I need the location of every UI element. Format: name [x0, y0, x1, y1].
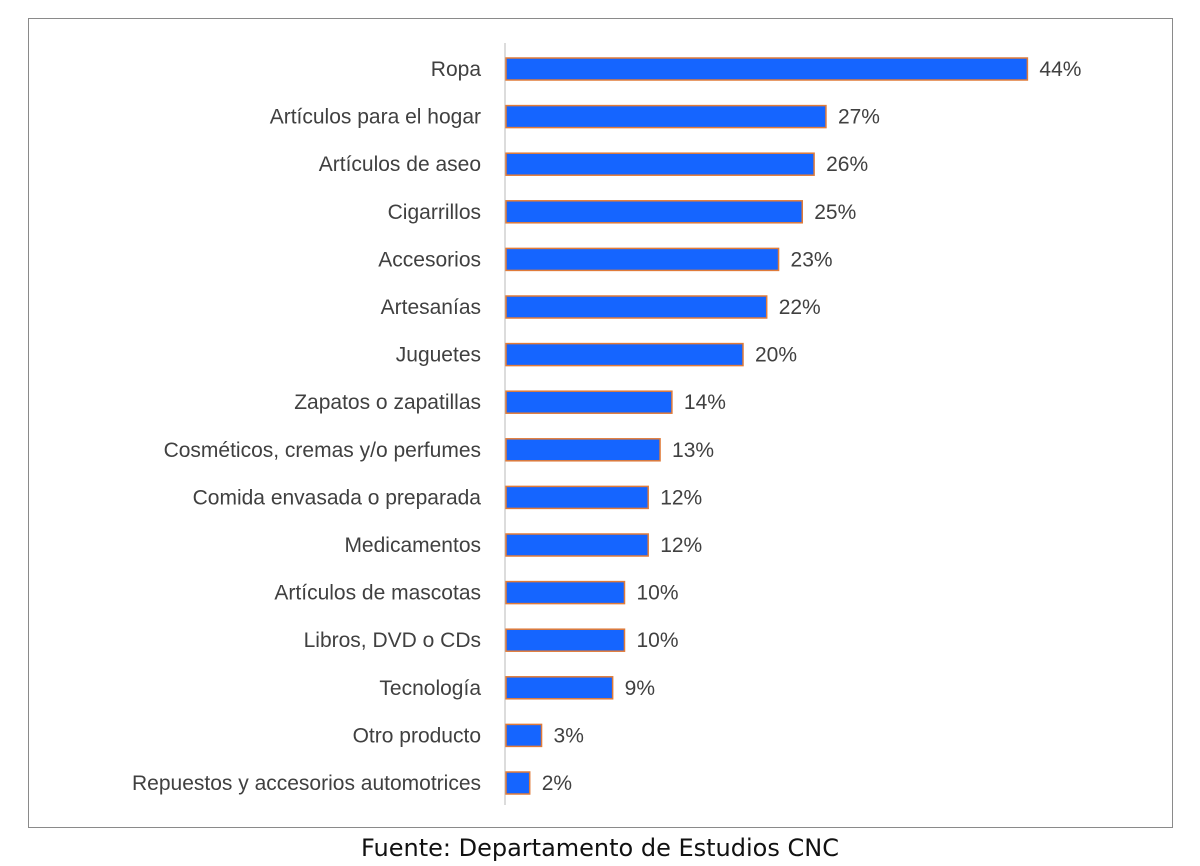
bar: [505, 723, 543, 748]
value-label: 12%: [660, 486, 702, 509]
bar: [505, 628, 626, 652]
category-label: Artículos de mascotas: [274, 582, 481, 605]
chart-frame: Ropa 44% Artículos para el hogar 27% Artícul…: [28, 18, 1173, 828]
category-label: Artículos para el hogar: [270, 106, 481, 129]
bar: [505, 152, 815, 176]
value-label: 2%: [542, 772, 572, 795]
bar: [505, 676, 614, 700]
bar: [505, 104, 827, 129]
category-label: Libros, DVD o CDs: [304, 629, 481, 652]
value-label: 26%: [826, 153, 868, 176]
category-label: Accesorios: [378, 248, 481, 271]
category-label: Artículos de aseo: [319, 153, 481, 176]
bar: [505, 771, 531, 795]
bar: [505, 390, 673, 414]
value-label: 9%: [625, 677, 655, 700]
bar: [505, 342, 744, 367]
category-label: Medicamentos: [344, 534, 481, 557]
value-label: 23%: [791, 248, 833, 271]
value-label: 10%: [637, 629, 679, 652]
source-note: Fuente: Departamento de Estudios CNC: [361, 834, 839, 862]
bar: [505, 580, 626, 605]
value-label: 14%: [684, 391, 726, 414]
category-label: Tecnología: [379, 677, 481, 700]
category-label: Cosméticos, cremas y/o perfumes: [164, 439, 481, 462]
category-label: Cigarrillos: [388, 201, 481, 224]
bar: [505, 438, 661, 462]
value-label: 22%: [779, 296, 821, 319]
bar: [505, 247, 780, 272]
bar: [505, 485, 649, 510]
category-label: Juguetes: [396, 344, 481, 367]
bar: [505, 57, 1029, 81]
category-label: Comida envasada o preparada: [193, 486, 482, 509]
bar: [505, 533, 649, 557]
value-label: 10%: [637, 582, 679, 605]
category-label: Zapatos o zapatillas: [294, 391, 481, 414]
value-label: 44%: [1039, 58, 1081, 81]
value-label: 25%: [814, 201, 856, 224]
value-label: 12%: [660, 534, 702, 557]
value-label: 3%: [554, 724, 584, 747]
bar: [505, 295, 768, 319]
value-label: 20%: [755, 344, 797, 367]
bar-chart: Ropa 44% Artículos para el hogar 27% Artícul…: [132, 43, 1081, 805]
bar: [505, 200, 803, 224]
value-label: 27%: [838, 106, 880, 129]
category-label: Otro producto: [353, 724, 481, 747]
category-label: Ropa: [431, 58, 482, 81]
category-label: Artesanías: [381, 296, 481, 319]
category-label: Repuestos y accesorios automotrices: [132, 772, 481, 795]
value-label: 13%: [672, 439, 714, 462]
